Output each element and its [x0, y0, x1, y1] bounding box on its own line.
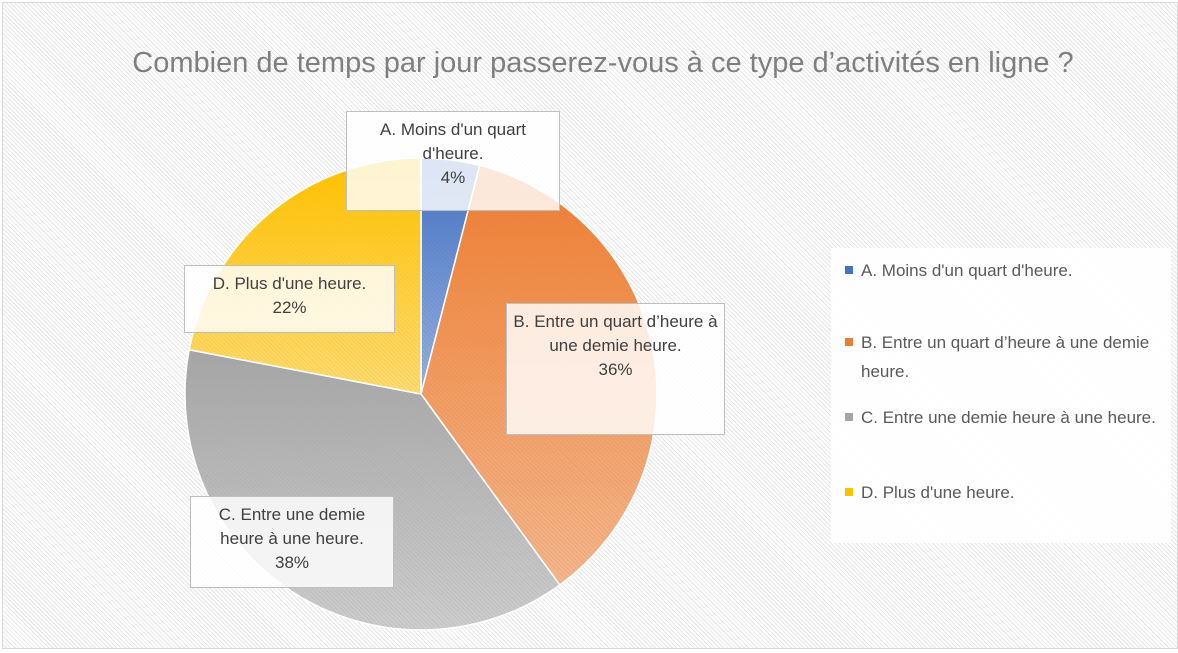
legend-label: D. Plus d'une heure. — [861, 483, 1015, 502]
legend-item: B. Entre un quart d’heure à une demie he… — [845, 328, 1177, 386]
label-category: C. Entre une demie heure à une heure. — [218, 505, 366, 548]
data-label: D. Plus d'une heure. 22% — [184, 265, 395, 333]
label-value: 4% — [440, 168, 466, 187]
legend-swatch — [845, 488, 853, 496]
legend-item: D. Plus d'une heure. — [845, 478, 1177, 507]
chart-title: Combien de temps par jour passerez-vous … — [132, 47, 1074, 79]
label-category: A. Moins d'un quart d'heure. — [380, 120, 526, 163]
legend-item: A. Moins d'un quart d'heure. — [845, 256, 1177, 285]
data-label: A. Moins d'un quart d'heure. 4% — [346, 111, 560, 211]
data-label: C. Entre une demie heure à une heure. 38% — [190, 496, 394, 588]
legend-label: C. Entre une demie heure à une heure. — [861, 408, 1156, 427]
label-value: 38% — [274, 553, 310, 572]
legend-swatch — [845, 413, 853, 421]
legend-label: B. Entre un quart d’heure à une demie he… — [861, 333, 1150, 381]
label-value: 22% — [272, 298, 307, 317]
legend-swatch — [845, 338, 853, 346]
label-category: D. Plus d'une heure. — [212, 274, 367, 293]
label-value: 36% — [598, 360, 633, 379]
label-category: B. Entre un quart d’heure à une demie he… — [513, 312, 718, 355]
legend-swatch — [845, 266, 853, 274]
legend-item: C. Entre une demie heure à une heure. — [845, 403, 1177, 432]
legend: A. Moins d'un quart d'heure. B. Entre un … — [831, 248, 1171, 543]
legend-label: A. Moins d'un quart d'heure. — [861, 261, 1073, 280]
data-label: B. Entre un quart d’heure à une demie he… — [506, 303, 725, 435]
